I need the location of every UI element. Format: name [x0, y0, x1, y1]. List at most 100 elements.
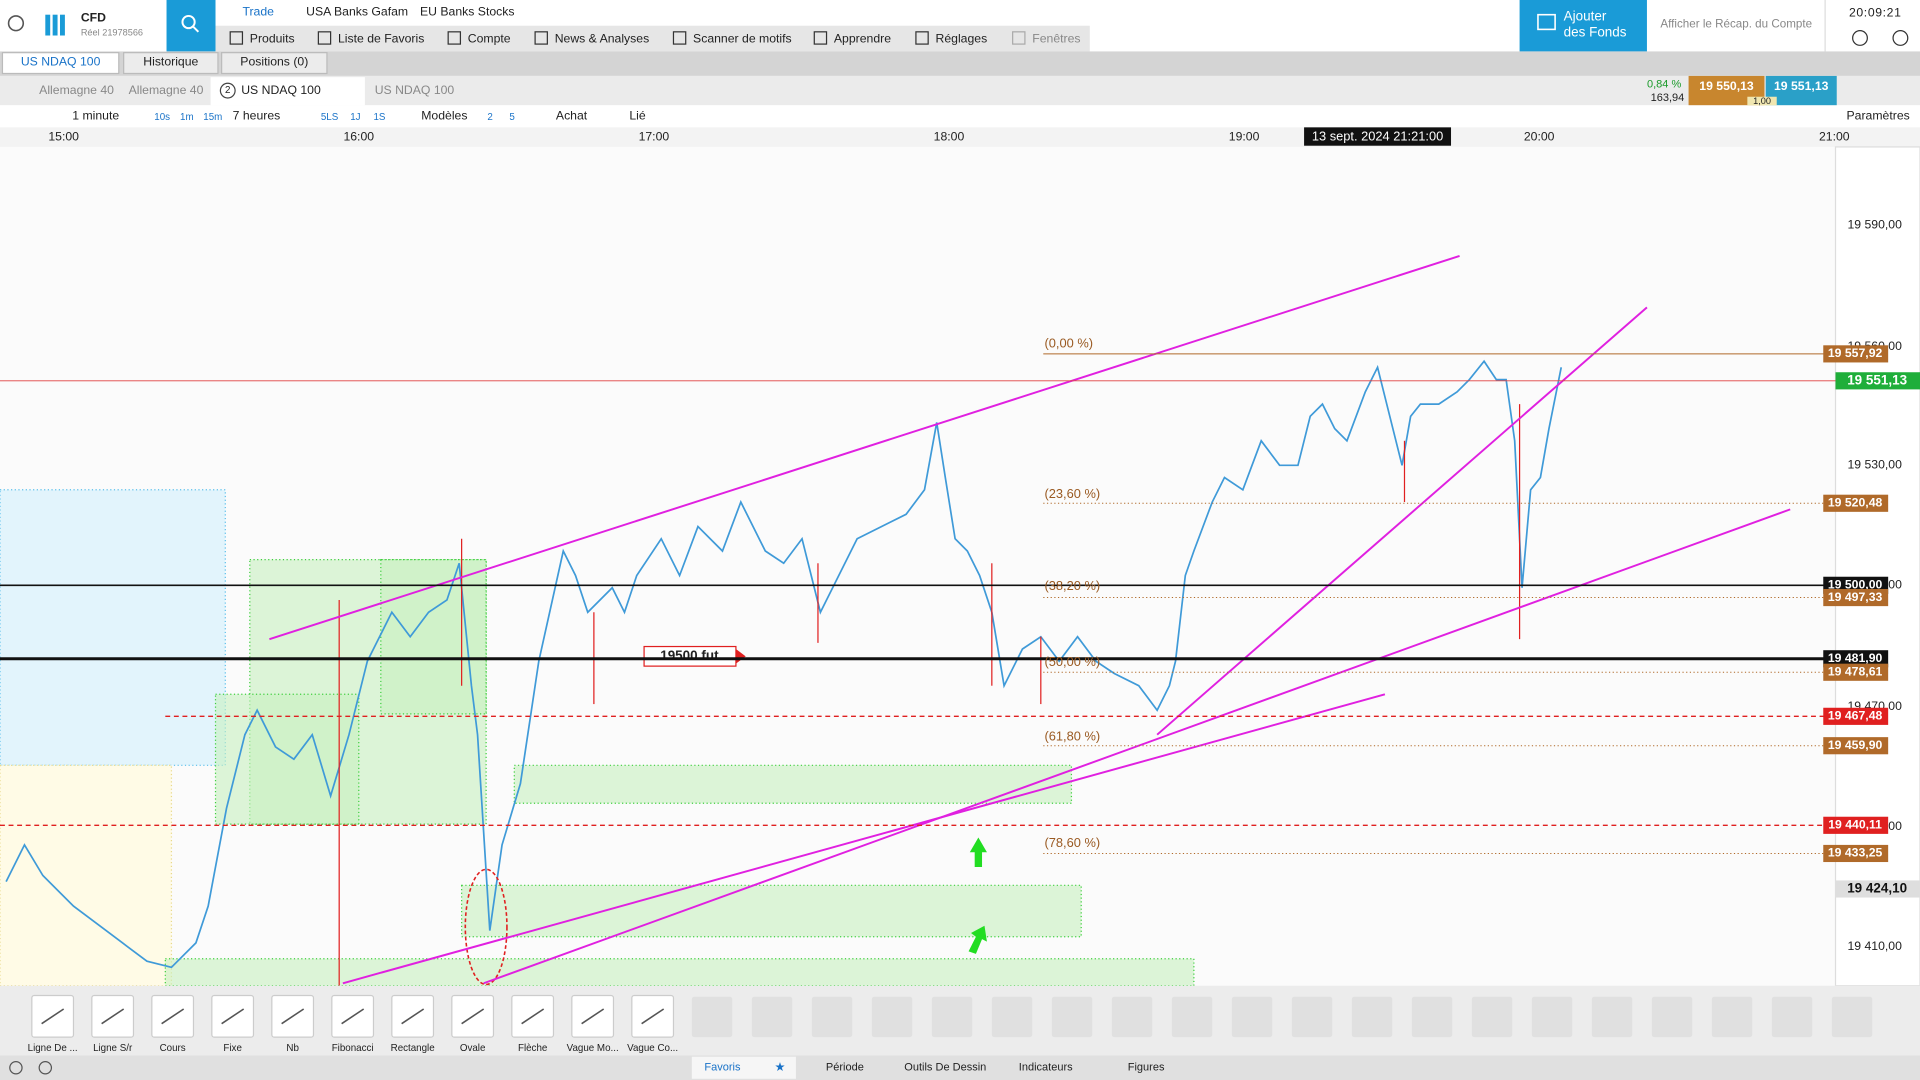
empty-tool-slot[interactable]	[871, 996, 913, 1038]
empty-tool-slot[interactable]	[931, 996, 973, 1038]
level-box	[1823, 707, 1889, 725]
linked-button[interactable]: Lié	[629, 109, 646, 123]
search-button[interactable]	[166, 0, 216, 52]
menu-item[interactable]: Réglages	[936, 31, 988, 45]
change: 163,94	[1651, 92, 1685, 104]
watchlist-tab[interactable]: EU Banks Stocks	[420, 4, 515, 18]
time-label: 17:00	[639, 129, 670, 143]
empty-tool-slot[interactable]	[1111, 996, 1153, 1038]
fib-label: (0,00 %)	[1044, 335, 1093, 350]
menu-bar	[215, 25, 1090, 52]
subtab[interactable]	[123, 52, 219, 75]
level-label: 19 500,00	[1828, 578, 1883, 592]
wallet-icon	[1537, 13, 1556, 31]
bottom-tab[interactable]: Indicateurs	[1019, 1062, 1073, 1074]
empty-tool-slot[interactable]	[991, 996, 1033, 1038]
add-funds-button[interactable]	[1519, 0, 1647, 52]
tool-label: Vague Mo...	[567, 1043, 619, 1054]
menu-icon	[915, 31, 929, 45]
menu-item[interactable]: Apprendre	[834, 31, 891, 45]
logo	[45, 14, 65, 36]
time-label: 18:00	[934, 129, 965, 143]
empty-tool-slot[interactable]	[1171, 996, 1213, 1038]
spread-box	[1747, 96, 1777, 106]
bottom-tab[interactable]: Période	[826, 1062, 864, 1074]
count-button[interactable]: 5	[509, 112, 515, 123]
chart-tab[interactable]: Allemagne 40	[39, 83, 114, 97]
info-icon[interactable]	[1852, 30, 1868, 46]
range-button[interactable]: 1J	[350, 112, 360, 123]
interval-select[interactable]: 1 minute	[72, 109, 119, 123]
price-label: 19 590,00	[1847, 218, 1902, 232]
models-button[interactable]: Modèles	[421, 109, 467, 123]
empty-tool-slot[interactable]	[1591, 996, 1633, 1038]
empty-tool-slot[interactable]	[691, 996, 733, 1038]
chart-tab[interactable]: Allemagne 40	[129, 83, 204, 97]
tool-label: Ligne S/r	[93, 1043, 133, 1054]
empty-tool-slot[interactable]	[1531, 996, 1573, 1038]
empty-tool-slot[interactable]	[1351, 996, 1393, 1038]
level-label: 19 497,33	[1828, 590, 1883, 604]
empty-tool-slot[interactable]	[1411, 996, 1453, 1038]
level-box	[1835, 372, 1920, 390]
active-chart-tab[interactable]	[210, 77, 365, 106]
ask-box[interactable]	[1765, 75, 1837, 106]
empty-tool-slot[interactable]	[811, 996, 853, 1038]
chart-tab[interactable]: US NDAQ 100	[241, 83, 321, 97]
star-icon[interactable]: ★	[775, 1060, 786, 1074]
cancel-icon[interactable]	[38, 1061, 53, 1075]
tab-number-badge	[219, 82, 236, 99]
oval-annotation	[464, 868, 508, 986]
menu-icon	[672, 31, 687, 45]
account-type: CFD	[81, 11, 106, 25]
watchlist-tab[interactable]: USA Banks Gafam	[306, 4, 408, 18]
account-summary-link[interactable]: Afficher le Récap. du Compte	[1660, 18, 1812, 31]
menu-item[interactable]: Liste de Favoris	[338, 31, 424, 45]
arrows	[968, 837, 987, 954]
empty-tool-slot[interactable]	[1651, 996, 1693, 1038]
tool-icon	[581, 1008, 605, 1025]
empty-tool-slot[interactable]	[1831, 996, 1873, 1038]
subtab[interactable]	[221, 52, 328, 75]
interval-button[interactable]: 10s	[154, 112, 170, 123]
empty-tool-slot[interactable]	[751, 996, 793, 1038]
bottom-tab[interactable]: Favoris	[704, 1062, 741, 1074]
range-button[interactable]: 5LS	[321, 112, 339, 123]
range-button[interactable]: 1S	[373, 112, 385, 123]
refresh-icon[interactable]	[9, 1061, 23, 1075]
fib-label: (23,60 %)	[1044, 486, 1100, 501]
menu-item[interactable]: News & Analyses	[555, 31, 650, 45]
tool-icon	[341, 1008, 365, 1025]
zone-rect	[0, 764, 173, 987]
tool-label: Flèche	[518, 1043, 547, 1054]
watchlist-tab[interactable]: Trade	[242, 4, 274, 18]
menu-item[interactable]: Compte	[468, 31, 511, 45]
bottom-tab[interactable]: Figures	[1128, 1062, 1165, 1074]
empty-tool-slot[interactable]	[1231, 996, 1273, 1038]
empty-tool-slot[interactable]	[1291, 996, 1333, 1038]
interval-button[interactable]: 1m	[180, 112, 194, 123]
menu-item[interactable]: Scanner de motifs	[693, 31, 792, 45]
subtab[interactable]	[1, 52, 120, 75]
interval-button[interactable]: 15m	[203, 112, 222, 123]
user-icon[interactable]	[7, 15, 25, 32]
empty-tool-slot[interactable]	[1711, 996, 1753, 1038]
settings-button[interactable]: Paramètres	[1847, 109, 1910, 123]
power-icon[interactable]	[1892, 30, 1909, 46]
menu-item[interactable]: Produits	[250, 31, 295, 45]
empty-tool-slot[interactable]	[1471, 996, 1513, 1038]
price-label: 19 410,00	[1847, 939, 1902, 953]
menu-icon	[1012, 31, 1026, 45]
count-button[interactable]: 2	[487, 112, 492, 123]
empty-tool-slot[interactable]	[1051, 996, 1093, 1038]
level-label: 19 459,90	[1828, 738, 1883, 752]
buy-button[interactable]: Achat	[556, 109, 588, 123]
chart-tab[interactable]: US NDAQ 100	[375, 83, 455, 97]
range-select[interactable]: 7 heures	[233, 109, 281, 123]
active-bottom-tab[interactable]	[691, 1056, 796, 1079]
bottom-tab[interactable]: Outils De Dessin	[904, 1062, 986, 1074]
tool-icon	[41, 1008, 65, 1025]
empty-tool-slot[interactable]	[1771, 996, 1813, 1038]
menu-item[interactable]: Fenêtres	[1032, 31, 1080, 45]
